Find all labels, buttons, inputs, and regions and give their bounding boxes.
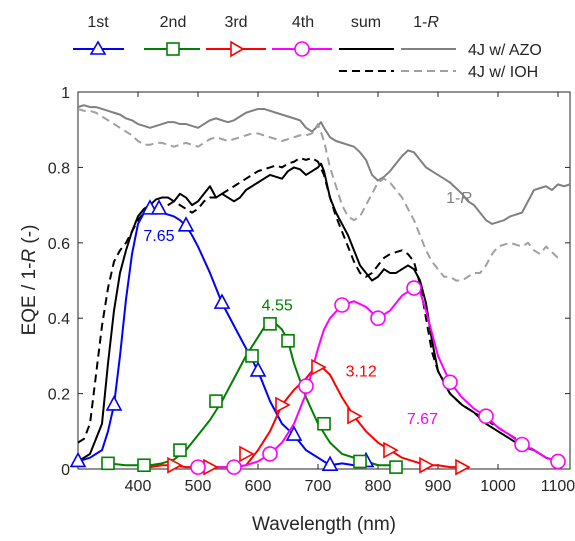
marker-4th	[442, 374, 458, 391]
marker-4th	[190, 459, 206, 475]
marker-3rd	[419, 456, 435, 474]
marker-2nd	[281, 334, 295, 348]
y-tick-label: 0	[61, 462, 70, 479]
legend-marker-3rd	[230, 40, 245, 58]
marker-2nd	[101, 456, 115, 471]
marker-3rd	[455, 458, 471, 476]
y-tick-label: 0.8	[48, 160, 70, 177]
legend-row2-label: 4J w/ IOH	[468, 64, 538, 81]
x-tick-label: 500	[185, 478, 212, 495]
marker-2nd	[209, 394, 223, 408]
marker-1st	[105, 395, 123, 411]
x-tick-label: 800	[365, 478, 392, 495]
annotation-4-55: 4.55	[262, 298, 293, 315]
x-tick-label: 600	[245, 478, 272, 495]
marker-2nd	[245, 349, 259, 363]
legend-row1-label: 4J w/ AZO	[468, 42, 542, 59]
marker-4th	[298, 378, 314, 394]
legend-label-1-r: 1-R	[413, 14, 439, 31]
legend-label-4th: 4th	[292, 14, 314, 31]
marker-3rd	[239, 445, 255, 463]
marker-2nd	[137, 458, 151, 473]
marker-1st	[285, 425, 303, 441]
legend-marker-2nd	[166, 42, 180, 56]
marker-1st	[150, 199, 168, 215]
y-axis-label: EQE / 1-R (-)	[19, 225, 40, 336]
marker-4th	[334, 297, 350, 313]
marker-1st	[177, 216, 195, 232]
marker-1st	[249, 361, 267, 377]
legend-marker-1st	[89, 40, 107, 55]
marker-2nd	[263, 317, 277, 331]
series-layer	[78, 104, 570, 469]
marker-2nd	[353, 454, 367, 469]
legend: 1st 2nd 3rd 4th sum 1-R 4J w/ AZO 4J w/ …	[73, 14, 542, 81]
marker-3rd	[311, 358, 327, 376]
annotation-1-r: 1-R	[446, 190, 472, 207]
plot-frame	[77, 91, 571, 470]
marker-4th	[406, 280, 422, 296]
x-tick-label: 1000	[480, 478, 516, 495]
annotation-3-12: 3.12	[346, 364, 377, 381]
marker-3rd	[383, 441, 399, 459]
y-tick-label: 0.4	[48, 311, 70, 328]
marker-1st	[321, 455, 339, 472]
marker-3rd	[203, 458, 219, 476]
series-line-2nd	[107, 322, 403, 469]
marker-1st	[213, 293, 231, 309]
marker-2nd	[389, 460, 403, 474]
marker-4th	[550, 453, 566, 470]
x-tick-label: 700	[305, 478, 332, 495]
series-line-1-r-4j-w-azo-	[78, 104, 570, 225]
x-tick-label: 900	[425, 478, 452, 495]
marker-3rd	[275, 396, 291, 414]
annotations: 7.65 4.55 3.12 7.67 1-R	[143, 190, 472, 428]
legend-label-sum: sum	[351, 14, 381, 31]
marker-4th	[226, 459, 242, 475]
legend-label-3rd: 3rd	[224, 14, 247, 31]
series-line-1-r-4j-w-ioh-	[78, 108, 559, 282]
legend-label-1st: 1st	[87, 14, 109, 31]
y-tick-label: 1	[61, 85, 70, 102]
x-axis-label: Wavelength (nm)	[252, 514, 396, 535]
marker-2nd	[173, 443, 187, 457]
y-tick-label: 0.2	[48, 387, 70, 404]
x-tick-label: 1100	[541, 478, 575, 495]
marker-2nd	[317, 416, 331, 431]
y-tick-label: 0.6	[48, 236, 70, 253]
series-line-1st	[78, 207, 379, 467]
marker-4th	[370, 310, 386, 327]
markers-layer	[69, 199, 566, 476]
marker-4th	[262, 446, 278, 462]
legend-marker-4th	[294, 41, 310, 57]
marker-3rd	[167, 456, 183, 474]
annotation-7-67: 7.67	[407, 411, 438, 428]
marker-1st	[69, 451, 87, 468]
axis-ticks: 400 500 600 700 800 900 1000 1100 0 0.2 0.4 0.6 0.8 1	[48, 85, 575, 495]
x-tick-label: 400	[125, 478, 152, 495]
marker-4th	[478, 408, 494, 425]
marker-3rd	[347, 407, 363, 425]
annotation-7-65: 7.65	[143, 228, 174, 245]
marker-4th	[514, 436, 530, 453]
legend-label-2nd: 2nd	[160, 14, 187, 31]
